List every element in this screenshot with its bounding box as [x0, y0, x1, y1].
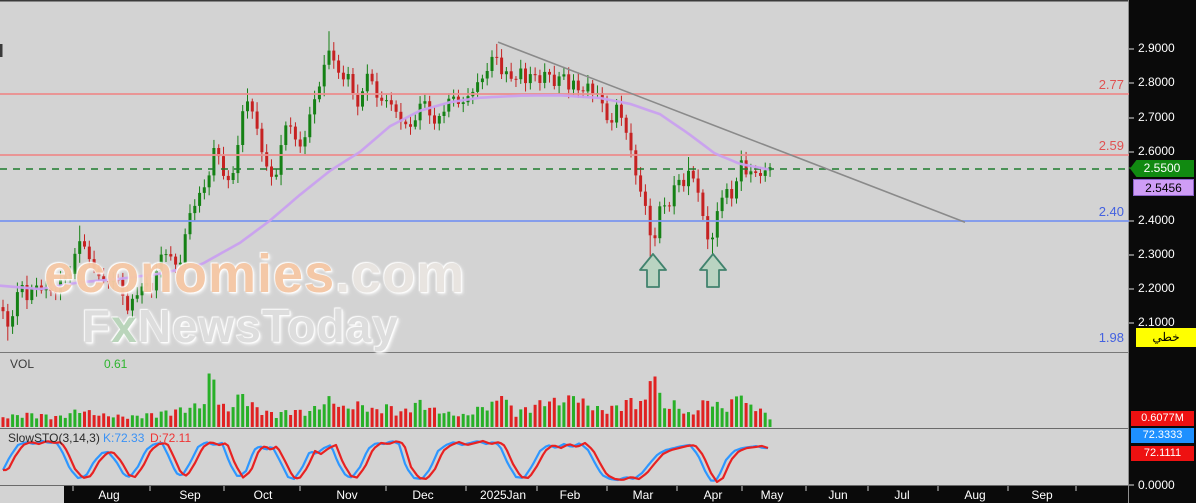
stochastic-k-line — [2, 439, 768, 482]
stochastic-d-line — [3, 439, 769, 484]
right-axis-bar[interactable] — [1129, 0, 1196, 503]
stochastic-lines — [2, 439, 769, 484]
up-arrow-annotation[interactable] — [699, 253, 727, 288]
scale-mode-badge[interactable]: خطي — [1136, 328, 1196, 347]
bottom-axis-bar[interactable] — [64, 486, 1196, 503]
up-arrow-annotation[interactable] — [639, 253, 667, 288]
volume-bars — [1, 373, 772, 427]
candlesticks — [1, 31, 772, 341]
descending-trendline[interactable] — [497, 41, 966, 223]
price-panel — [0, 31, 1129, 341]
moving-average-line[interactable] — [0, 93, 770, 291]
